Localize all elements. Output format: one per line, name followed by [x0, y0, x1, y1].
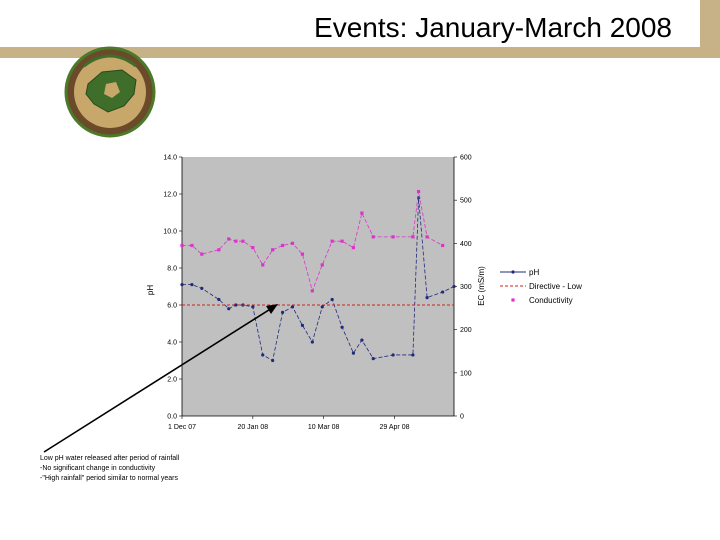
ph-point — [234, 303, 238, 307]
y-right-tick-label: 300 — [460, 284, 472, 291]
conductivity-point — [340, 239, 344, 243]
y-left-tick-label: 2.0 — [167, 377, 177, 384]
y-right-tick-label: 200 — [460, 327, 472, 334]
conductivity-point — [441, 243, 445, 248]
ph-point — [180, 283, 184, 287]
ph-point — [425, 296, 429, 300]
ph-point — [340, 325, 344, 329]
annotation-text: Low pH water released after period of ra… — [40, 454, 179, 484]
ph-point — [227, 307, 231, 311]
y-left-tick-label: 10.0 — [163, 229, 177, 236]
y-left-tick-label: 0.0 — [167, 414, 177, 421]
y-left-tick-label: 12.0 — [163, 192, 177, 199]
ph-point — [271, 358, 275, 363]
y-right-tick-label: 500 — [460, 198, 472, 205]
annotation-arrowhead — [266, 304, 278, 314]
x-tick-label: 29 Apr 08 — [380, 424, 410, 431]
conductivity-point — [280, 243, 285, 248]
y-left-tick-label: 6.0 — [167, 303, 177, 310]
conductivity-point — [416, 189, 421, 194]
conductivity-point — [180, 243, 184, 248]
annotation-arrow-line — [43, 307, 273, 453]
ph-point — [310, 340, 314, 344]
conductivity-point — [320, 263, 324, 267]
ph-point — [391, 353, 395, 357]
x-tick-label: 1 Dec 07 — [168, 424, 196, 431]
title-banner-inner — [0, 0, 700, 47]
conductivity-point — [425, 235, 429, 239]
ph-point — [290, 305, 295, 309]
y-left-tick-label: 4.0 — [167, 340, 177, 347]
ph-point — [360, 338, 364, 342]
ph-point — [411, 353, 415, 357]
ph-point — [251, 305, 255, 309]
conductivity-point — [310, 289, 314, 293]
ph-point — [300, 323, 305, 327]
y-right-tick-label: 0 — [460, 414, 464, 421]
conductivity-point — [234, 239, 238, 243]
ph-point — [330, 297, 334, 302]
y-right-tick-label: 400 — [460, 241, 472, 248]
ph-point — [441, 290, 445, 294]
ph-point — [320, 305, 324, 309]
ph-point — [452, 284, 456, 289]
legend-marker — [511, 298, 515, 302]
annotation-line-2: -No significant change in conductivity — [40, 465, 156, 472]
conductivity-point — [351, 246, 356, 250]
legend-label: Conductivity — [529, 296, 573, 305]
ph-point — [351, 351, 356, 355]
legend-label: pH — [529, 268, 539, 277]
plot-area — [182, 157, 454, 416]
legend-marker — [511, 270, 515, 274]
y-right-tick-label: 100 — [460, 370, 472, 377]
y-right-tick-label: 600 — [460, 155, 472, 162]
conductivity-point — [200, 252, 204, 256]
legend-label: Directive - Low — [529, 282, 582, 291]
ph-point — [190, 283, 194, 287]
conductivity-point — [261, 263, 265, 267]
conductivity-point — [190, 243, 194, 248]
conductivity-point — [290, 241, 295, 245]
conductivity-point — [227, 237, 231, 241]
conductivity-point — [251, 246, 255, 250]
ph-point — [261, 353, 265, 357]
conductivity-point — [241, 239, 245, 243]
logo-icon — [64, 46, 156, 138]
y-axis-right-label: EC (mS/m) — [477, 266, 486, 306]
x-tick-label: 20 Jan 08 — [237, 424, 268, 431]
conductivity-point — [271, 248, 275, 252]
y-left-tick-label: 14.0 — [163, 155, 177, 162]
conductivity-point — [300, 252, 305, 256]
ph-point — [200, 286, 204, 290]
slide-title: Events: January-March 2008 — [314, 12, 672, 43]
conductivity-point — [330, 239, 334, 243]
conductivity-point — [360, 211, 364, 215]
annotation-line-1: Low pH water released after period of ra… — [40, 455, 180, 462]
y-left-tick-label: 8.0 — [167, 266, 177, 273]
annotation-line-3: -"High rainfall" period similar to norma… — [40, 475, 179, 482]
x-tick-label: 10 Mar 08 — [308, 424, 340, 431]
conductivity-point — [391, 235, 395, 239]
ph-point — [371, 357, 375, 361]
conductivity-point — [411, 235, 415, 239]
ph-point — [280, 310, 285, 314]
ph-point — [217, 297, 221, 302]
y-axis-left-label: pH — [146, 285, 155, 295]
conductivity-point — [371, 235, 375, 239]
conductivity-point — [217, 248, 221, 252]
